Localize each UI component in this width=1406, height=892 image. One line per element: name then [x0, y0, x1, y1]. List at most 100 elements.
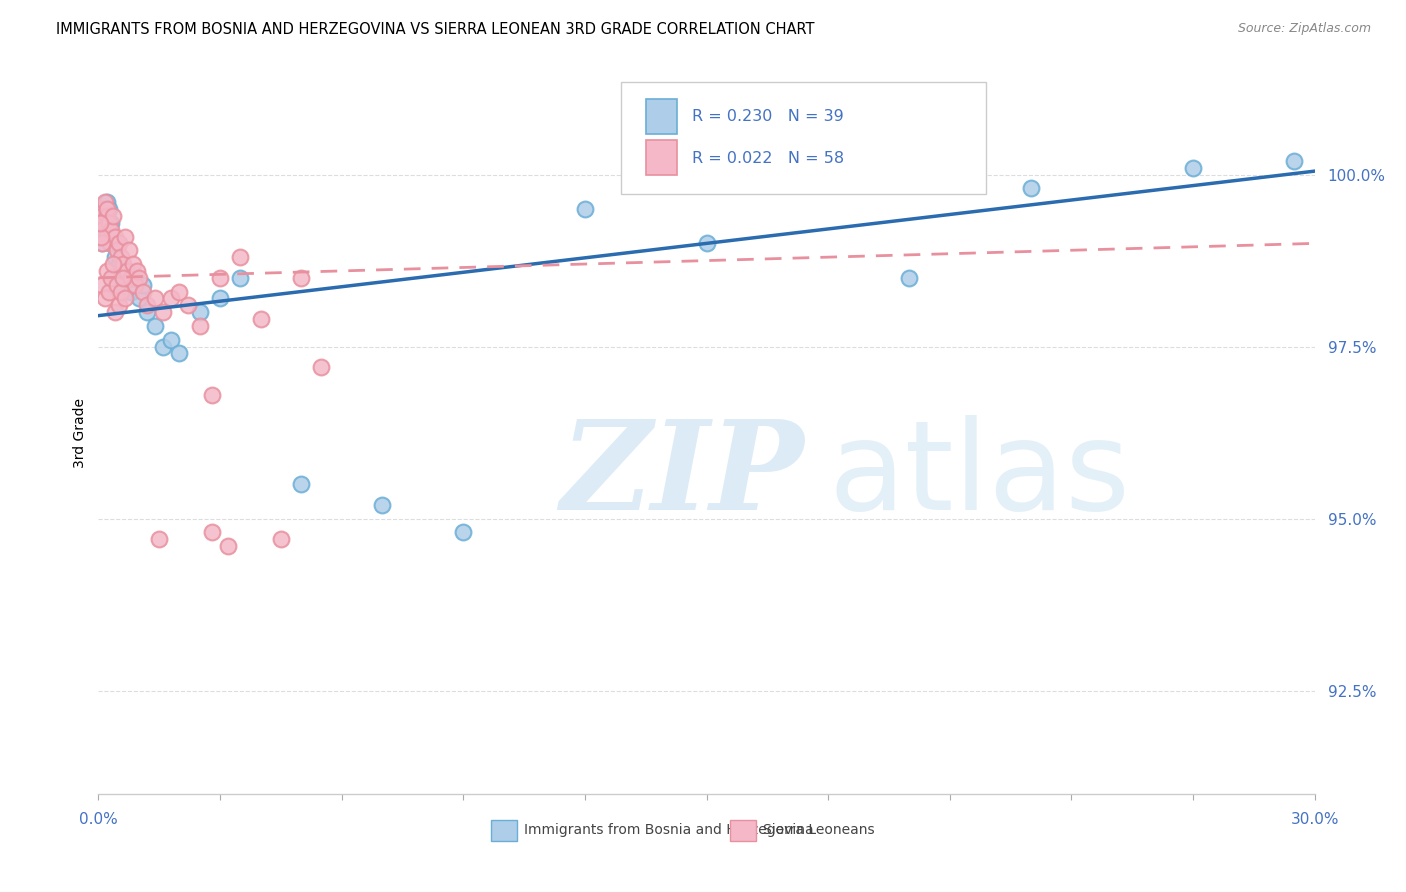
Point — [209, 270, 232, 285]
FancyBboxPatch shape — [645, 99, 678, 134]
Point — [217, 539, 239, 553]
Point — [188, 305, 211, 319]
Point — [110, 270, 132, 285]
Point — [136, 298, 159, 312]
Point — [136, 305, 159, 319]
Point — [96, 195, 118, 210]
Point — [169, 346, 191, 360]
Text: Source: ZipAtlas.com: Source: ZipAtlas.com — [1237, 22, 1371, 36]
Point — [90, 202, 112, 216]
Point — [89, 216, 111, 230]
Point — [93, 195, 115, 210]
Point — [98, 236, 121, 251]
Point — [91, 277, 114, 292]
Text: ZIP: ZIP — [561, 415, 804, 537]
Point — [100, 222, 122, 236]
Point — [148, 533, 170, 547]
Point — [100, 216, 122, 230]
Text: R = 0.230   N = 39: R = 0.230 N = 39 — [692, 109, 844, 124]
Point — [201, 525, 224, 540]
Text: R = 0.022   N = 58: R = 0.022 N = 58 — [692, 151, 844, 166]
Point — [97, 202, 120, 216]
Point — [371, 498, 394, 512]
Point — [160, 292, 183, 306]
Point — [94, 229, 117, 244]
Point — [160, 333, 183, 347]
Point — [111, 270, 134, 285]
Point — [118, 244, 141, 258]
Point — [93, 292, 115, 306]
Point — [111, 277, 134, 292]
Point — [229, 270, 252, 285]
Point — [96, 209, 118, 223]
Point — [125, 264, 148, 278]
FancyBboxPatch shape — [621, 82, 986, 194]
FancyBboxPatch shape — [645, 140, 678, 176]
Point — [114, 292, 136, 306]
Point — [132, 285, 155, 299]
Text: atlas: atlas — [828, 416, 1130, 536]
Point — [124, 277, 146, 292]
Point — [91, 216, 114, 230]
Point — [898, 270, 921, 285]
Point — [152, 340, 174, 354]
Point — [107, 298, 129, 312]
Point — [93, 209, 115, 223]
Point — [574, 202, 596, 216]
Point — [229, 250, 252, 264]
Point — [152, 305, 174, 319]
Point — [209, 292, 232, 306]
Point — [101, 229, 124, 244]
Text: 0.0%: 0.0% — [79, 812, 118, 827]
Y-axis label: 3rd Grade: 3rd Grade — [73, 398, 87, 467]
Point — [90, 229, 112, 244]
Point — [115, 264, 138, 278]
Point — [201, 388, 224, 402]
Point — [176, 298, 198, 312]
Point — [100, 270, 122, 285]
Point — [128, 270, 150, 285]
Point — [101, 209, 124, 223]
Point — [90, 236, 112, 251]
Point — [104, 250, 127, 264]
Text: 30.0%: 30.0% — [1291, 812, 1339, 827]
Point — [97, 216, 120, 230]
Point — [143, 318, 166, 333]
Point — [1182, 161, 1205, 175]
Point — [120, 285, 142, 299]
Point — [91, 236, 114, 251]
Point — [188, 318, 211, 333]
Text: Immigrants from Bosnia and Herzegovina: Immigrants from Bosnia and Herzegovina — [524, 822, 813, 837]
Point — [143, 292, 166, 306]
Point — [128, 292, 150, 306]
Point — [453, 525, 475, 540]
Text: IMMIGRANTS FROM BOSNIA AND HERZEGOVINA VS SIERRA LEONEAN 3RD GRADE CORRELATION C: IMMIGRANTS FROM BOSNIA AND HERZEGOVINA V… — [56, 22, 814, 37]
Point — [91, 222, 114, 236]
Point — [101, 257, 124, 271]
Point — [94, 229, 117, 244]
Point — [169, 285, 191, 299]
Point — [89, 222, 111, 236]
Point — [115, 264, 138, 278]
Point — [96, 222, 118, 236]
Point — [98, 236, 121, 251]
Point — [1019, 181, 1042, 195]
Point — [110, 285, 132, 299]
Point — [114, 229, 136, 244]
Point — [105, 277, 128, 292]
Point — [124, 270, 146, 285]
Point — [97, 285, 120, 299]
Point — [105, 236, 128, 251]
Point — [122, 257, 145, 271]
Point — [96, 264, 118, 278]
Point — [110, 250, 132, 264]
Point — [90, 202, 112, 216]
Point — [107, 257, 129, 271]
Point — [249, 312, 271, 326]
Point — [89, 216, 111, 230]
Point — [290, 477, 312, 491]
Point — [696, 236, 718, 251]
Point — [107, 236, 129, 251]
Point — [132, 277, 155, 292]
Point — [104, 305, 127, 319]
